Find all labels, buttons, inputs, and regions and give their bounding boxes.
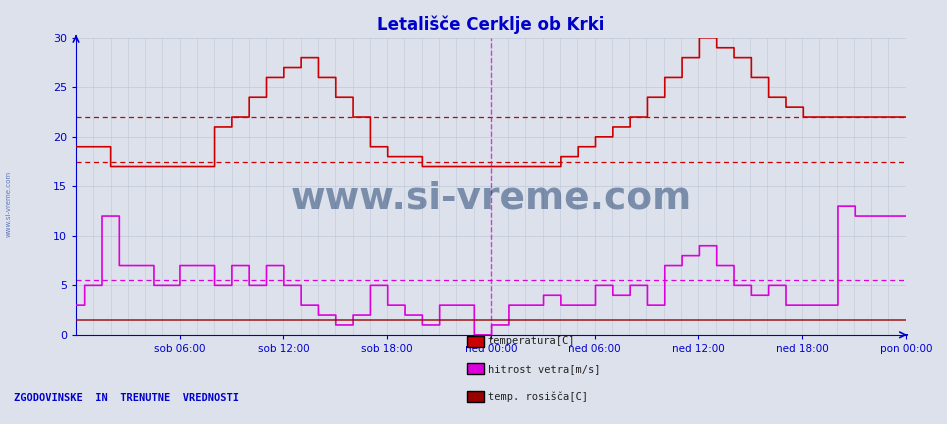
- Text: www.si-vreme.com: www.si-vreme.com: [6, 170, 11, 237]
- Title: Letališče Cerklje ob Krki: Letališče Cerklje ob Krki: [377, 15, 604, 33]
- Text: temp. rosišča[C]: temp. rosišča[C]: [488, 391, 588, 402]
- Text: hitrost vetra[m/s]: hitrost vetra[m/s]: [488, 364, 600, 374]
- Text: www.si-vreme.com: www.si-vreme.com: [291, 180, 691, 216]
- Text: temperatura[C]: temperatura[C]: [488, 336, 575, 346]
- Text: ZGODOVINSKE  IN  TRENUTNE  VREDNOSTI: ZGODOVINSKE IN TRENUTNE VREDNOSTI: [14, 393, 240, 403]
